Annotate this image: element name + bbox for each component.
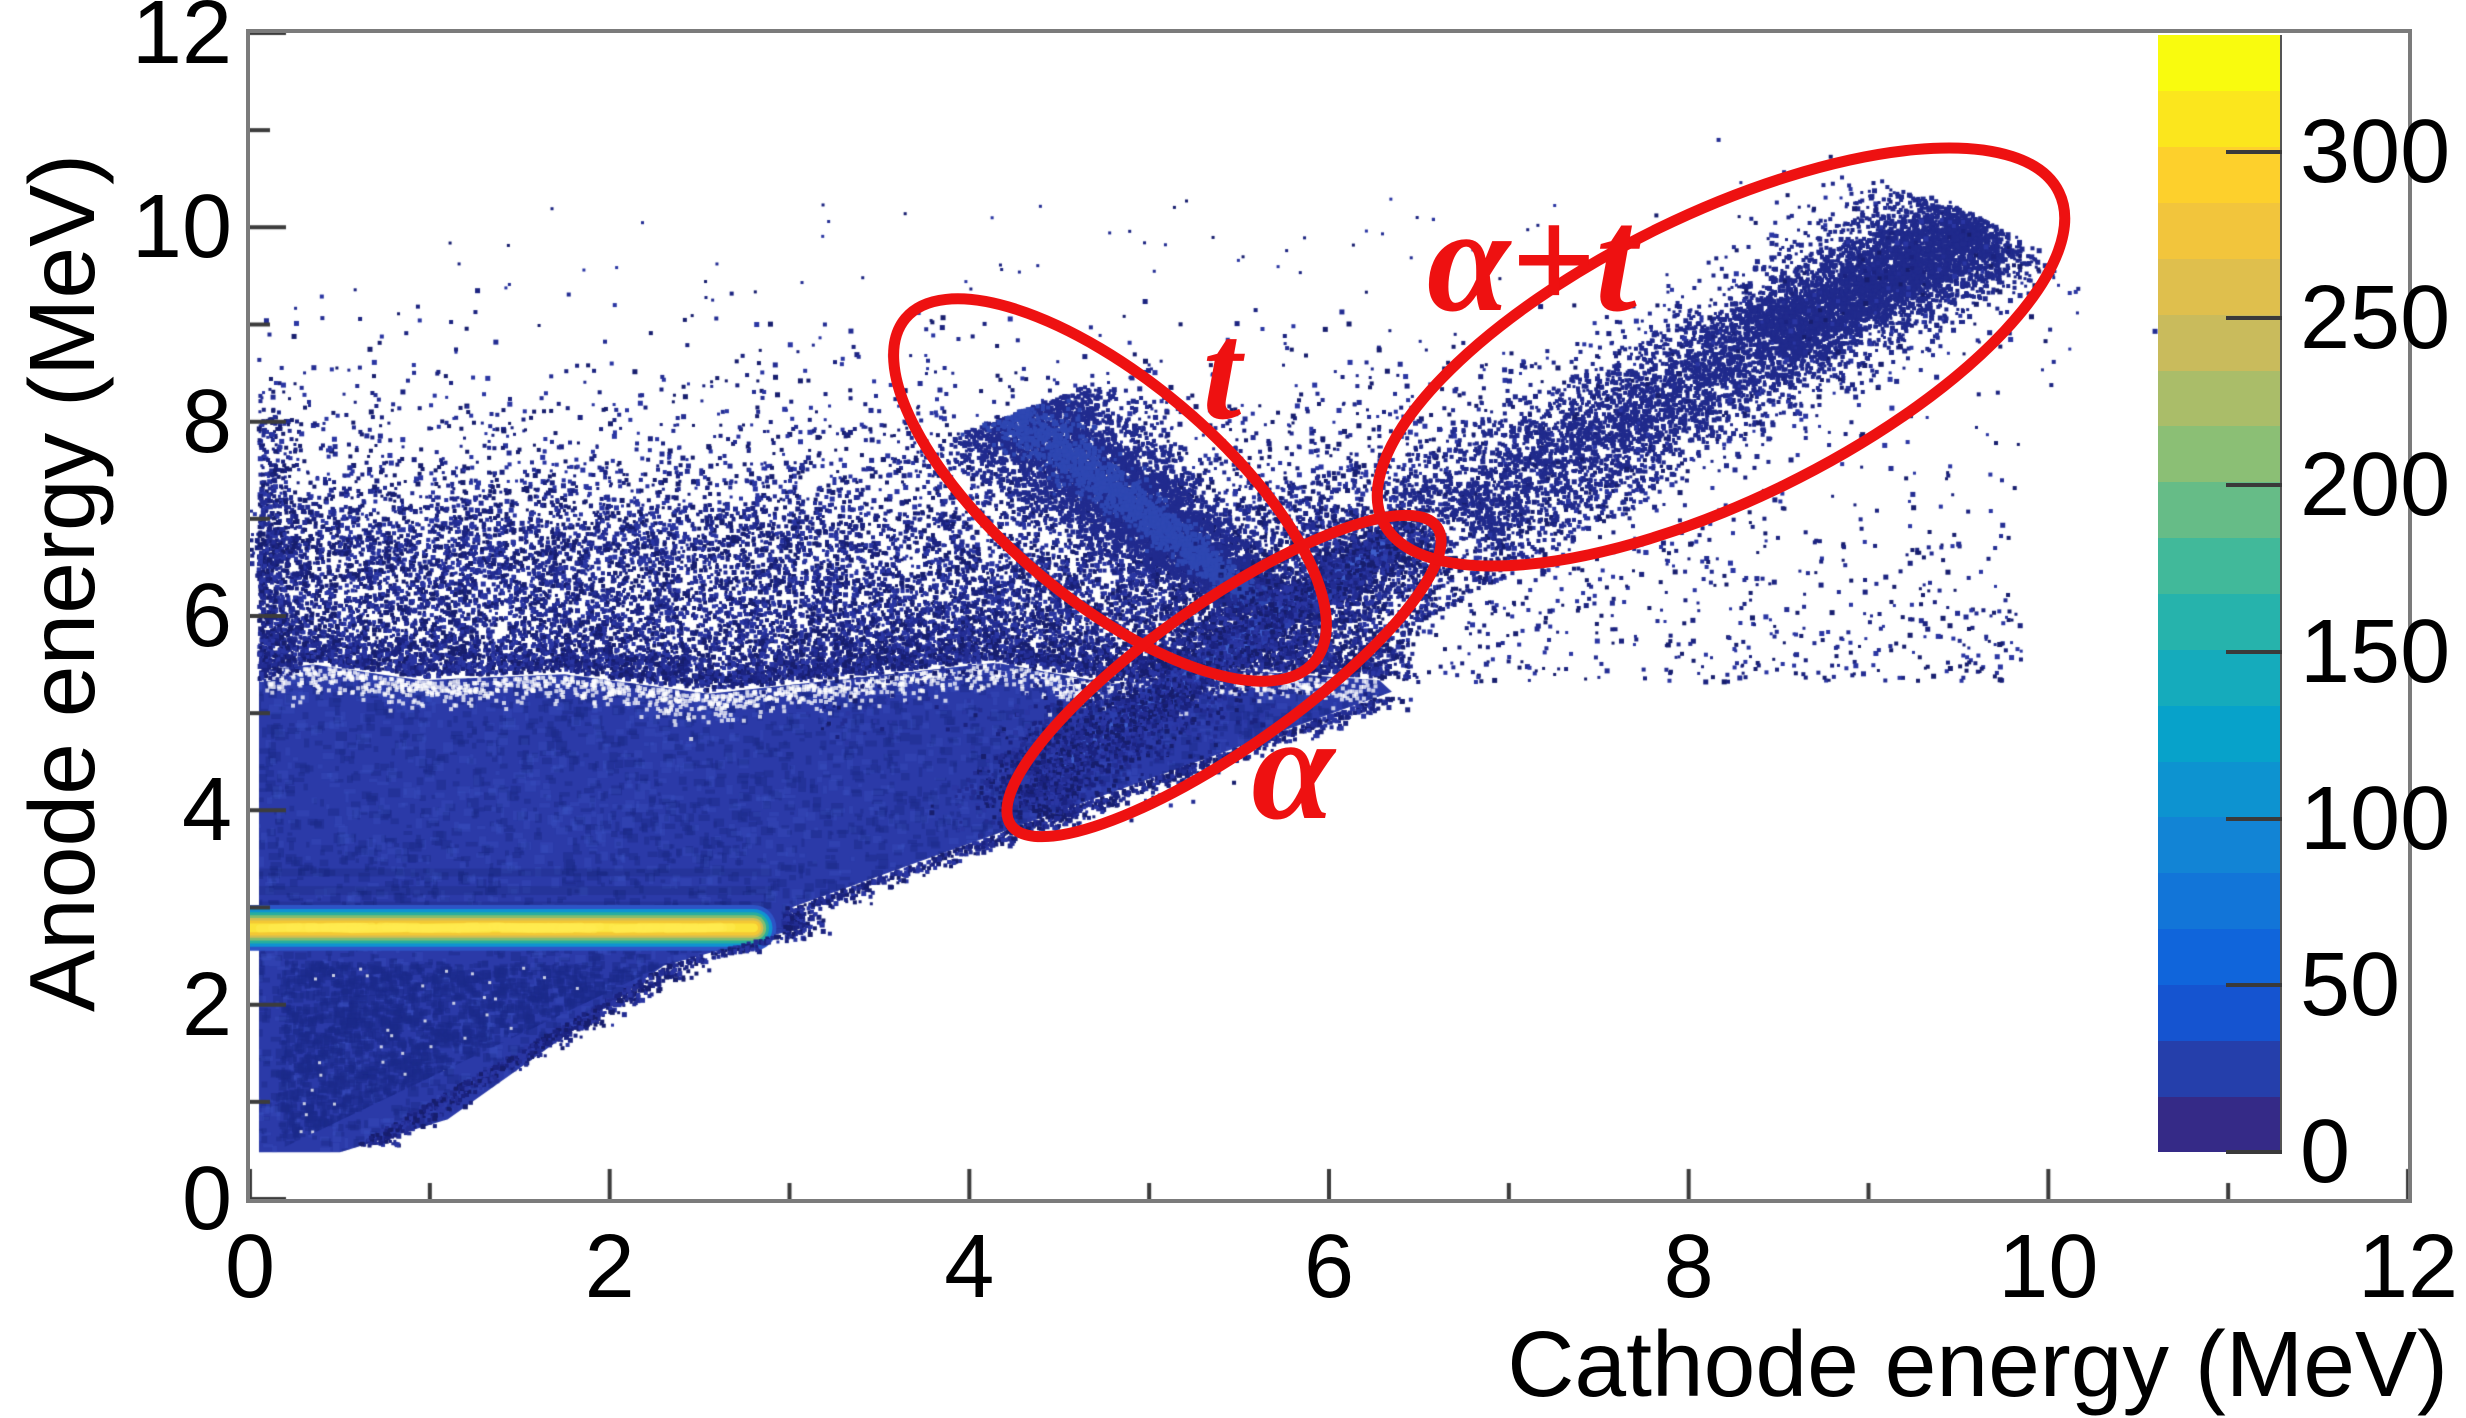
y-tick-label: 4 [181, 760, 232, 861]
colorbar-tick-label: 150 [2300, 601, 2451, 702]
colorbar-tick [2226, 483, 2282, 488]
y-tick-label: 6 [181, 566, 232, 666]
colorbar-tick [2226, 316, 2282, 321]
y-tick-label: 8 [181, 371, 232, 472]
colorbar-tick [2226, 649, 2282, 654]
colorbar-segment [2158, 258, 2282, 315]
ellipse-label-t: t [1202, 294, 1242, 449]
colorbar-segment [2158, 761, 2282, 818]
y-axis-title: Anode energy (MeV) [10, 153, 114, 1012]
ellipse-label-alpha-t: α+t [1426, 177, 1638, 343]
ellipse-label-alpha: α [1251, 685, 1335, 851]
colorbar-tick-label: 50 [2300, 935, 2401, 1036]
y-tick-label: 0 [181, 1149, 232, 1249]
colorbar-segment [2158, 537, 2282, 594]
colorbar-segment [2158, 872, 2282, 930]
colorbar-segment [2158, 649, 2282, 706]
y-tick-label: 2 [181, 954, 232, 1055]
x-axis-title: Cathode energy (MeV) [1507, 1312, 2448, 1416]
colorbar-segment [2158, 35, 2282, 92]
x-tick-label: 0 [224, 1217, 276, 1317]
colorbar-segment [2158, 593, 2282, 650]
colorbar-segment [2158, 146, 2282, 204]
colorbar-segment [2158, 1040, 2282, 1097]
colorbar-tick-label: 250 [2300, 268, 2451, 369]
colorbar-segment [2158, 984, 2282, 1041]
colorbar-tick [2226, 816, 2282, 821]
colorbar-tick-label: 100 [2300, 768, 2451, 869]
colorbar-segment [2158, 314, 2282, 371]
colorbar-segment [2158, 425, 2282, 483]
x-tick-label: 8 [1663, 1217, 1714, 1317]
colorbar-tick [2226, 149, 2282, 154]
colorbar-segment [2158, 816, 2282, 874]
colorbar-tick-label: 200 [2300, 435, 2451, 536]
colorbar-tick-label: 300 [2300, 101, 2451, 202]
plot-frame [246, 29, 2412, 1203]
colorbar-axis-line [2280, 35, 2282, 1152]
x-tick-label: 2 [584, 1217, 635, 1317]
colorbar-tick [2226, 1150, 2282, 1154]
colorbar-segment [2158, 928, 2282, 985]
y-tick-label: 12 [131, 0, 232, 83]
colorbar-segment [2158, 481, 2282, 539]
colorbar-segment [2158, 1096, 2282, 1153]
colorbar-tick [2226, 983, 2282, 988]
colorbar-segment [2158, 370, 2282, 427]
x-tick-label: 6 [1303, 1217, 1355, 1317]
colorbar-segment [2158, 705, 2282, 762]
colorbar-segment [2158, 202, 2282, 259]
x-tick-label: 4 [944, 1217, 995, 1317]
x-tick-label: 12 [2357, 1217, 2459, 1317]
colorbar-segment [2158, 90, 2282, 148]
colorbar-tick-label: 0 [2300, 1102, 2351, 1202]
x-tick-label: 10 [1998, 1217, 2099, 1317]
y-tick-label: 10 [131, 177, 232, 278]
